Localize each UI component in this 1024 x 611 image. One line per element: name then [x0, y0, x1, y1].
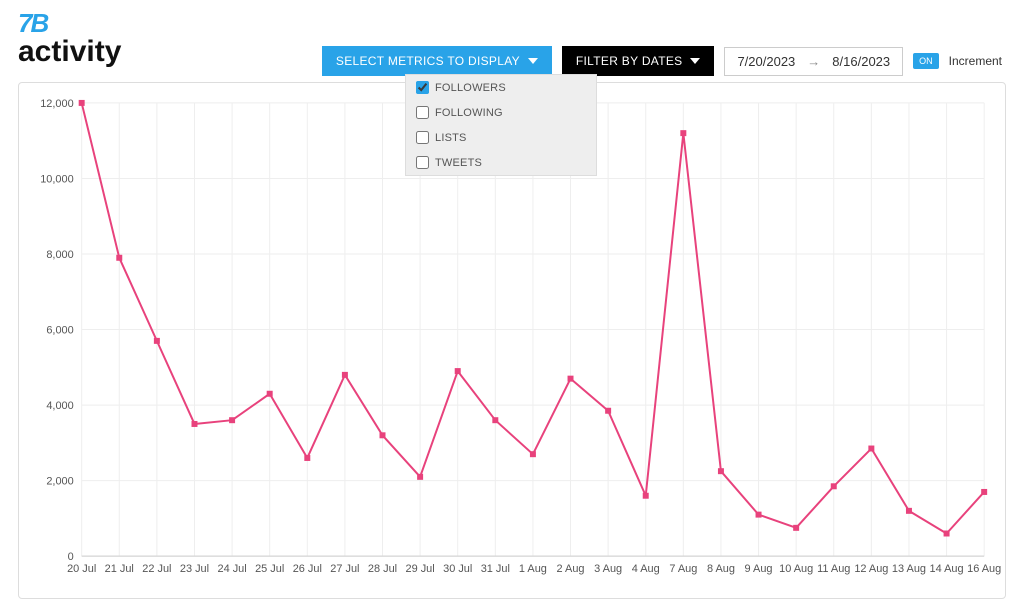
svg-text:21 Jul: 21 Jul — [105, 563, 134, 575]
svg-text:0: 0 — [68, 551, 74, 563]
svg-text:2,000: 2,000 — [46, 476, 73, 488]
svg-text:9 Aug: 9 Aug — [745, 563, 773, 575]
filter-dates-label: Filter by dates — [576, 54, 683, 68]
svg-text:14 Aug: 14 Aug — [930, 563, 964, 575]
svg-text:2 Aug: 2 Aug — [557, 563, 585, 575]
svg-text:28 Jul: 28 Jul — [368, 563, 397, 575]
svg-text:30 Jul: 30 Jul — [443, 563, 472, 575]
metrics-checkbox-tweets[interactable] — [416, 156, 429, 169]
svg-text:24 Jul: 24 Jul — [217, 563, 246, 575]
logo: 7B activity — [18, 8, 121, 69]
metrics-checkbox-followers[interactable] — [416, 81, 429, 94]
metrics-option-tweets[interactable]: Tweets — [406, 150, 596, 175]
svg-text:8 Aug: 8 Aug — [707, 563, 735, 575]
date-range-picker[interactable]: 7/20/2023 → 8/16/2023 — [724, 47, 903, 76]
svg-text:25 Jul: 25 Jul — [255, 563, 284, 575]
svg-text:3 Aug: 3 Aug — [594, 563, 622, 575]
chevron-down-icon — [528, 58, 538, 64]
svg-text:22 Jul: 22 Jul — [142, 563, 171, 575]
metrics-dropdown: Followers Following Lists Tweets — [405, 74, 597, 176]
date-end: 8/16/2023 — [832, 54, 890, 69]
metrics-checkbox-lists[interactable] — [416, 131, 429, 144]
metrics-option-label: Followers — [435, 82, 506, 94]
svg-text:23 Jul: 23 Jul — [180, 563, 209, 575]
metrics-option-following[interactable]: Following — [406, 100, 596, 125]
svg-text:13 Aug: 13 Aug — [892, 563, 926, 575]
svg-text:10 Aug: 10 Aug — [779, 563, 813, 575]
svg-text:4 Aug: 4 Aug — [632, 563, 660, 575]
svg-text:11 Aug: 11 Aug — [817, 563, 850, 575]
svg-text:8,000: 8,000 — [46, 249, 73, 261]
svg-text:29 Jul: 29 Jul — [406, 563, 435, 575]
increment-toggle[interactable]: ON — [913, 53, 939, 69]
metrics-option-followers[interactable]: Followers — [406, 75, 596, 100]
metrics-option-lists[interactable]: Lists — [406, 125, 596, 150]
metrics-option-label: Lists — [435, 132, 467, 144]
svg-text:31 Jul: 31 Jul — [481, 563, 510, 575]
page: 7B activity Select metrics to display Fi… — [0, 0, 1024, 611]
select-metrics-button[interactable]: Select metrics to display — [322, 46, 552, 76]
date-start: 7/20/2023 — [737, 54, 795, 69]
metrics-option-label: Tweets — [435, 157, 482, 169]
svg-text:12,000: 12,000 — [40, 98, 73, 110]
svg-text:4,000: 4,000 — [46, 400, 73, 412]
select-metrics-label: Select metrics to display — [336, 54, 520, 68]
svg-text:26 Jul: 26 Jul — [293, 563, 322, 575]
chevron-down-icon — [690, 58, 700, 64]
metrics-checkbox-following[interactable] — [416, 106, 429, 119]
metrics-option-label: Following — [435, 107, 503, 119]
filter-dates-button[interactable]: Filter by dates — [562, 46, 715, 76]
top-controls: Select metrics to display Filter by date… — [322, 46, 1002, 76]
svg-text:7 Aug: 7 Aug — [669, 563, 697, 575]
svg-text:27 Jul: 27 Jul — [330, 563, 359, 575]
increment-toggle-label: Increment — [949, 54, 1002, 68]
svg-text:20 Jul: 20 Jul — [67, 563, 96, 575]
svg-text:6,000: 6,000 — [46, 325, 73, 337]
svg-text:1 Aug: 1 Aug — [519, 563, 547, 575]
svg-text:16 Aug: 16 Aug — [967, 563, 1001, 575]
page-title: activity — [18, 35, 121, 69]
svg-text:10,000: 10,000 — [40, 173, 73, 185]
arrow-right-icon: → — [807, 54, 820, 69]
svg-text:12 Aug: 12 Aug — [854, 563, 888, 575]
